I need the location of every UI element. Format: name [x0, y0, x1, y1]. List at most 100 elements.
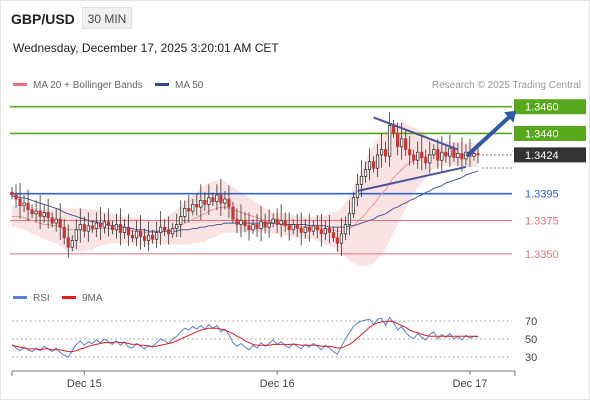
candle-body — [82, 224, 86, 232]
candle-body — [215, 194, 219, 203]
candle-body — [142, 236, 147, 241]
candle-body — [323, 228, 327, 235]
candle-body — [130, 234, 135, 239]
candle-body — [311, 225, 315, 232]
candle-body — [428, 154, 432, 164]
candle-body — [98, 222, 102, 228]
candle-body — [134, 230, 139, 239]
price-label-bg-1.3440 — [514, 125, 586, 141]
forecast-arrow-shaft — [465, 115, 511, 157]
candle-body — [291, 224, 295, 231]
candle-body — [255, 224, 259, 229]
candle-body — [420, 151, 424, 158]
candle-body — [126, 226, 131, 236]
candle-body — [22, 202, 26, 207]
candle-body — [379, 149, 384, 156]
candle-body — [448, 147, 452, 157]
candle-body — [211, 197, 215, 203]
candle-body — [235, 218, 239, 225]
candle-body — [54, 218, 58, 224]
candle-body — [472, 153, 476, 157]
candle-body — [251, 224, 255, 231]
candle-body — [263, 221, 267, 228]
candle-body — [219, 194, 223, 204]
legend-bollinger: MA 20 + Bollinger Bands — [13, 80, 143, 91]
candle-body — [371, 161, 376, 169]
candle-body — [299, 228, 303, 233]
candle-body — [267, 222, 271, 228]
candle-body — [66, 237, 70, 248]
candle-body — [307, 226, 311, 232]
candle-body — [38, 210, 42, 217]
candle-body — [375, 154, 380, 169]
legend-rsi-ma-label: 9MA — [82, 293, 103, 304]
candle-body — [295, 224, 299, 229]
candle-body — [175, 224, 179, 229]
candle-body — [416, 151, 420, 161]
candle-body — [203, 200, 207, 205]
copyright-credit: Research © 2025 Trading Central — [431, 80, 581, 91]
candle-body — [118, 224, 123, 233]
candle-body — [283, 220, 287, 227]
candle-body — [151, 234, 155, 240]
candle-body — [207, 197, 211, 205]
candle-body — [347, 213, 352, 225]
candle-body — [476, 153, 480, 156]
candle-body — [271, 218, 275, 224]
legend-ma50-label: MA 50 — [175, 80, 204, 91]
price-label-1.3395: 1.3395 — [525, 189, 559, 201]
candle-body — [319, 229, 323, 235]
x-tick-label: Dec 15 — [67, 378, 102, 390]
candle-body — [367, 161, 372, 170]
candle-body — [363, 169, 368, 177]
candle-body — [279, 220, 283, 225]
forecast-arrow-head — [504, 110, 517, 123]
candle-body — [199, 200, 203, 208]
candle-body — [50, 217, 54, 224]
candle-body — [335, 237, 339, 244]
candle-body — [400, 138, 404, 148]
legend-bollinger-label: MA 20 + Bollinger Bands — [33, 80, 143, 91]
candle-body — [46, 212, 50, 219]
legend-rsi-ma-swatch — [62, 295, 76, 299]
candle-body — [247, 225, 251, 231]
candle-body — [106, 221, 111, 227]
candle-body — [223, 198, 227, 204]
candle-body — [315, 225, 319, 231]
price-label-current: 1.3424 — [525, 150, 559, 162]
candle-body — [444, 151, 448, 157]
legend-ma50: MA 50 — [155, 80, 203, 91]
candle-body — [179, 216, 183, 225]
rsi-tick-label: 70 — [525, 316, 537, 328]
candle-body — [34, 210, 38, 215]
candle-body — [227, 198, 231, 208]
candle-body — [138, 230, 143, 237]
candle-body — [42, 212, 46, 217]
legend-ma50-swatch — [155, 82, 169, 86]
candle-body — [243, 220, 247, 227]
candle-body — [351, 197, 356, 215]
candle-body — [432, 149, 436, 156]
timeframe-button[interactable]: 30 MIN — [82, 7, 132, 29]
candle-body — [396, 133, 400, 148]
price-label-1.3460: 1.3460 — [525, 102, 559, 114]
candle-body — [86, 225, 90, 232]
candle-body — [404, 138, 408, 150]
rsi-tick-label: 50 — [525, 334, 537, 346]
candle-body — [436, 149, 440, 161]
candle-body — [392, 125, 396, 134]
price-label-1.3440: 1.3440 — [525, 128, 559, 140]
candle-body — [327, 228, 331, 233]
chart-datetime: Wednesday, December 17, 2025 3:20:01 AM … — [13, 41, 279, 55]
candle-body — [408, 149, 412, 156]
legend-rsi: RSI — [13, 293, 50, 304]
candle-body — [239, 220, 243, 225]
triangle-lower-line — [357, 165, 467, 192]
candle-body — [102, 221, 106, 228]
candle-body — [114, 224, 119, 231]
candle-body — [10, 192, 14, 196]
legend-rsi-swatch — [13, 295, 27, 299]
triangle-upper-line — [373, 116, 459, 151]
candle-body — [30, 209, 34, 215]
